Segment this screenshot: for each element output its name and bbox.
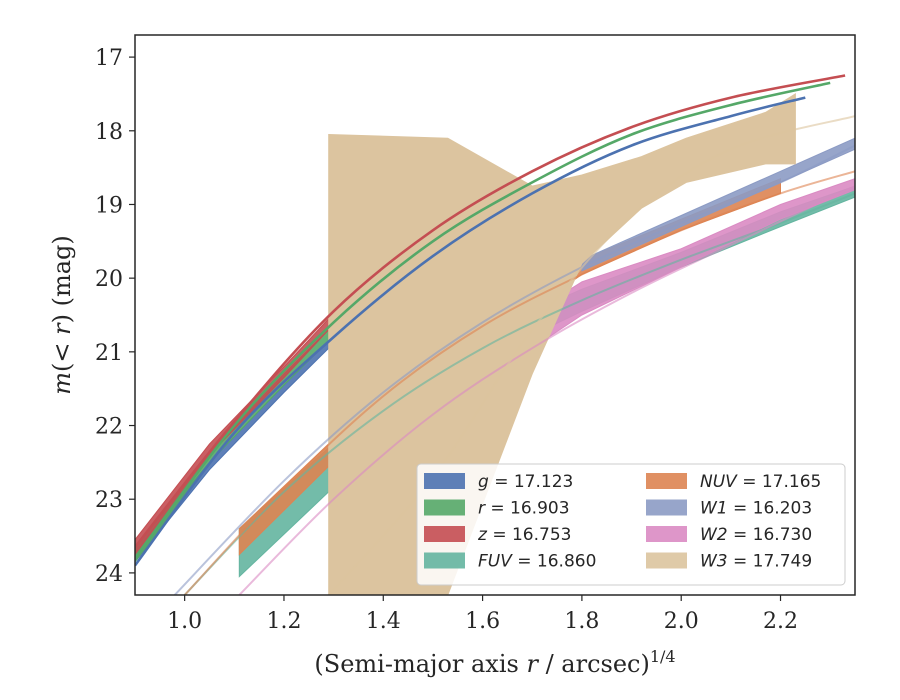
line-nuv: [183, 170, 855, 595]
y-tick-label: 24: [95, 562, 123, 587]
legend-swatch-z: [424, 526, 465, 542]
line-fuv: [183, 192, 855, 595]
x-tick-label: 2.2: [763, 609, 798, 634]
x-tick-label: 1.8: [564, 609, 599, 634]
y-tick-label: 17: [95, 46, 123, 71]
y-tick-label: 18: [95, 120, 123, 145]
legend-label-nuv: NUV = 17.165: [700, 472, 821, 492]
legend-swatch-r: [424, 499, 465, 516]
y-tick-label: 19: [95, 193, 123, 218]
legend-label-w2: W2 = 16.730: [700, 525, 812, 545]
y-tick-label: 22: [95, 415, 123, 440]
legend-swatch-g: [424, 473, 465, 489]
legend-swatch-nuv: [646, 473, 687, 489]
legend-box: [416, 463, 846, 586]
y-tick-label: 20: [95, 267, 123, 292]
y-axis-label: m(< r) (mag): [48, 235, 76, 395]
legend-label-w3: W3 = 17.749: [700, 552, 812, 572]
band-w1: [581, 137, 855, 272]
legend-swatch-w1: [646, 499, 687, 516]
x-tick-label: 1.0: [167, 609, 202, 634]
legend-label-g: g = 17.123: [478, 472, 573, 492]
x-axis-label: (Semi-major axis r / arcsec)1/4: [314, 647, 675, 678]
legend-label-w1: W1 = 16.203: [700, 499, 812, 519]
x-tick-label: 2.0: [664, 609, 699, 634]
legend-swatch-w2: [646, 526, 687, 542]
line-z: [135, 74, 846, 548]
extrapolated-lines: [135, 74, 855, 595]
band-g: [135, 339, 330, 563]
y-tick-label: 21: [95, 341, 123, 366]
legend-label-r: r = 16.903: [478, 499, 570, 519]
line-w1: [173, 144, 855, 595]
x-tick-label: 1.6: [465, 609, 500, 634]
legend-swatch-w3: [646, 552, 687, 569]
legend-swatch-fuv: [424, 552, 465, 569]
legend: g = 17.123 r = 16.903 z = 16.753 FUV = 16.8…: [416, 463, 846, 586]
legend-label-fuv: FUV = 16.860: [478, 552, 596, 572]
line-r: [135, 81, 831, 559]
x-tick-label: 1.4: [366, 609, 401, 634]
y-tick-label: 23: [95, 488, 123, 513]
x-tick-label: 1.2: [266, 609, 301, 634]
legend-label-z: z = 16.753: [477, 525, 571, 545]
axes: 1.0 1.2 1.4 1.6 1.8 2.0 2.2 17 18 19 20 21 22 23 24: [95, 34, 856, 634]
axes-frame: [134, 34, 856, 596]
line-g: [135, 96, 806, 567]
line-w2: [238, 185, 855, 595]
